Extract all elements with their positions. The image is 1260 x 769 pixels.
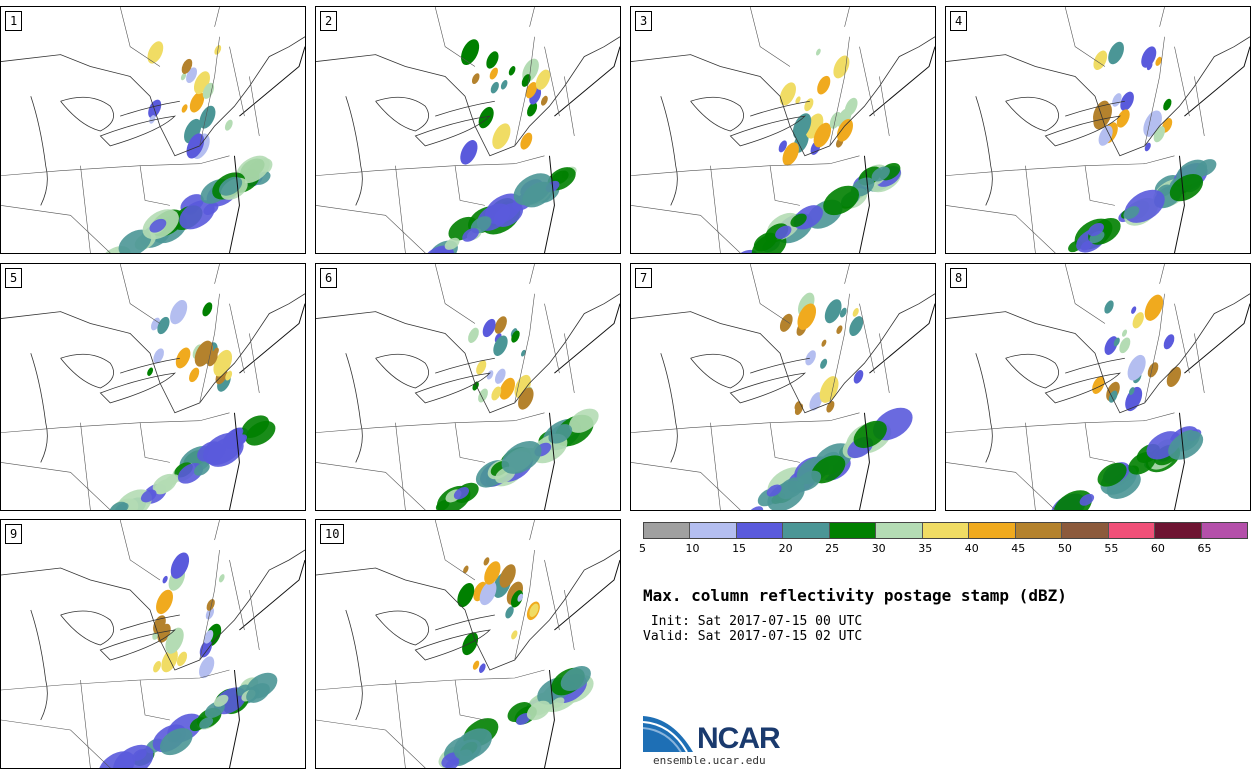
- colorbar-segment: [1015, 523, 1063, 538]
- colorbar-tick-label: 5: [639, 542, 646, 555]
- postage-stamp-panel: 4: [945, 6, 1251, 254]
- ncar-logo-text: NCAR: [697, 722, 781, 755]
- panel-number: 9: [5, 524, 23, 544]
- colorbar-tick-label: 40: [964, 542, 979, 555]
- panel-number: 10: [320, 524, 345, 544]
- colorbar-segment: [690, 523, 737, 538]
- colorbar-tick-label: 30: [871, 542, 886, 555]
- panel-number: 5: [5, 268, 23, 288]
- colorbar-segment: [922, 523, 970, 538]
- colorbar-segment: [1062, 523, 1109, 538]
- colorbar-segment: [969, 523, 1016, 538]
- panel-number: 8: [950, 268, 968, 288]
- colorbar-tick-label: 65: [1197, 542, 1212, 555]
- postage-stamp-panel: 1: [0, 6, 306, 254]
- colorbar-segment: [829, 523, 877, 538]
- postage-stamp-panel: 10: [315, 519, 621, 769]
- colorbar-tick-label: 50: [1057, 542, 1072, 555]
- valid-time: Valid: Sat 2017-07-15 02 UTC: [643, 629, 863, 644]
- init-time: Init: Sat 2017-07-15 00 UTC: [643, 614, 863, 629]
- postage-stamp-panel: 8: [945, 263, 1251, 511]
- postage-stamp-panel: 7: [630, 263, 936, 511]
- colorbar-segment: [876, 523, 923, 538]
- colorbar-tick-label: 20: [778, 542, 793, 555]
- panel-number: 4: [950, 11, 968, 31]
- postage-stamp-panel: 6: [315, 263, 621, 511]
- panel-number: 3: [635, 11, 653, 31]
- colorbar-tick-label: 60: [1150, 542, 1165, 555]
- colorbar-tick-label: 55: [1104, 542, 1119, 555]
- colorbar-segment: [1108, 523, 1156, 538]
- panel-number: 7: [635, 268, 653, 288]
- panel-number: 2: [320, 11, 338, 31]
- colorbar-tick-label: 10: [685, 542, 700, 555]
- ncar-logo-icon: [643, 716, 693, 753]
- colorbar-tick-label: 25: [825, 542, 840, 555]
- colorbar-tick-label: 35: [918, 542, 933, 555]
- colorbar-segment: [644, 523, 691, 538]
- reflectivity-colorbar: [643, 522, 1248, 539]
- panel-number: 6: [320, 268, 338, 288]
- colorbar-tick-label: 45: [1011, 542, 1026, 555]
- panel-number: 1: [5, 11, 23, 31]
- colorbar-tick-label: 15: [732, 542, 747, 555]
- website-url: ensemble.ucar.edu: [653, 754, 766, 767]
- colorbar-segment: [1155, 523, 1202, 538]
- colorbar-segment: [783, 523, 830, 538]
- colorbar-segment: [736, 523, 784, 538]
- postage-stamp-panel: 3: [630, 6, 936, 254]
- postage-stamp-panel: 9: [0, 519, 306, 769]
- postage-stamp-panel: 2: [315, 6, 621, 254]
- chart-title: Max. column reflectivity postage stamp (…: [643, 586, 1067, 605]
- postage-stamp-panel: 5: [0, 263, 306, 511]
- colorbar-segment: [1201, 523, 1248, 538]
